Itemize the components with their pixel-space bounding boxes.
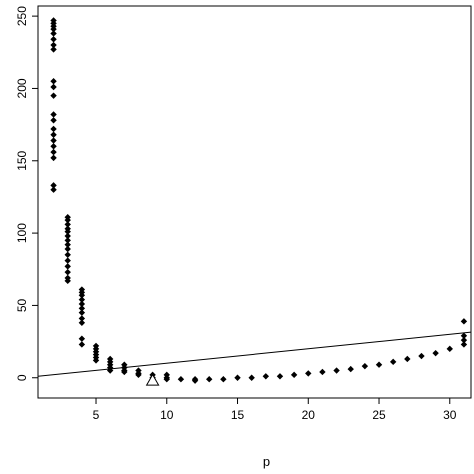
data-point bbox=[50, 131, 57, 138]
data-point bbox=[78, 292, 86, 299]
x-axis-label: p bbox=[263, 454, 270, 469]
data-point bbox=[50, 137, 57, 144]
reference-line bbox=[38, 331, 471, 377]
data-point bbox=[78, 296, 86, 303]
data-point bbox=[206, 375, 213, 383]
plot-frame bbox=[37, 5, 472, 399]
data-point bbox=[50, 46, 57, 53]
data-point bbox=[50, 92, 57, 99]
y-tick-label: 200 bbox=[15, 78, 29, 98]
data-point bbox=[64, 268, 71, 276]
y-tick-label: 50 bbox=[15, 298, 29, 312]
y-tick-label: 0 bbox=[15, 374, 29, 381]
data-point bbox=[305, 370, 312, 377]
data-point bbox=[121, 368, 128, 376]
data-point bbox=[64, 257, 71, 264]
data-point bbox=[460, 341, 468, 348]
x-tick-label: 30 bbox=[443, 408, 457, 422]
data-point bbox=[50, 41, 57, 49]
x-tick-label: 25 bbox=[372, 408, 386, 422]
minimum-marker bbox=[145, 373, 160, 386]
data-point bbox=[106, 367, 114, 374]
data-point bbox=[78, 315, 86, 322]
data-point bbox=[177, 375, 185, 383]
data-point bbox=[248, 374, 255, 381]
data-point bbox=[319, 368, 326, 376]
data-point bbox=[92, 357, 100, 364]
x-tick-label: 15 bbox=[231, 408, 245, 422]
y-axis: 0 50 100 150 200 250 bbox=[15, 6, 38, 381]
data-point bbox=[50, 30, 57, 37]
data-point bbox=[64, 232, 71, 240]
data-point bbox=[64, 245, 71, 253]
data-point bbox=[78, 300, 86, 308]
data-point bbox=[78, 305, 86, 312]
data-point bbox=[50, 148, 57, 156]
data-point bbox=[432, 349, 439, 357]
data-point bbox=[191, 377, 199, 384]
data-point bbox=[50, 83, 57, 91]
data-point bbox=[64, 221, 71, 228]
data-point bbox=[64, 241, 71, 248]
data-point bbox=[389, 358, 397, 366]
data-point bbox=[361, 362, 369, 370]
data-point bbox=[234, 374, 241, 381]
x-tick-label: 5 bbox=[93, 408, 100, 422]
y-tick-label: 250 bbox=[15, 6, 29, 26]
data-point bbox=[78, 335, 86, 342]
x-tick-label: 10 bbox=[160, 408, 174, 422]
data-point bbox=[375, 361, 383, 368]
data-point bbox=[64, 228, 71, 235]
data-point bbox=[50, 154, 57, 162]
data-point bbox=[50, 111, 57, 118]
data-point bbox=[64, 263, 71, 270]
data-point bbox=[163, 375, 170, 383]
x-axis: 5 10 15 20 25 30 bbox=[93, 398, 457, 422]
data-point bbox=[64, 277, 71, 285]
data-point bbox=[418, 352, 425, 360]
data-point bbox=[460, 336, 468, 344]
y-tick-label: 150 bbox=[15, 150, 29, 170]
data-point bbox=[50, 25, 57, 33]
data-point bbox=[50, 143, 57, 150]
data-point bbox=[78, 309, 86, 316]
data-point bbox=[220, 375, 227, 383]
data-point bbox=[50, 36, 57, 43]
data-point bbox=[64, 251, 71, 258]
y-tick-label: 100 bbox=[15, 223, 29, 243]
data-point bbox=[50, 78, 57, 85]
data-point bbox=[50, 182, 57, 189]
data-point bbox=[276, 373, 284, 380]
data-point bbox=[78, 341, 86, 348]
data-point bbox=[135, 371, 142, 379]
data-point bbox=[404, 355, 411, 363]
data-point bbox=[460, 318, 468, 325]
data-point bbox=[290, 371, 298, 379]
data-point bbox=[347, 365, 354, 373]
data-point bbox=[262, 373, 270, 380]
data-point bbox=[50, 125, 57, 133]
data-point bbox=[333, 367, 340, 374]
data-point bbox=[50, 186, 57, 193]
data-point bbox=[446, 345, 453, 353]
data-point bbox=[460, 332, 468, 340]
data-point bbox=[64, 216, 71, 224]
data-point bbox=[50, 117, 57, 124]
x-tick-label: 20 bbox=[302, 408, 316, 422]
data-point bbox=[64, 237, 71, 244]
data-point bbox=[78, 319, 86, 326]
